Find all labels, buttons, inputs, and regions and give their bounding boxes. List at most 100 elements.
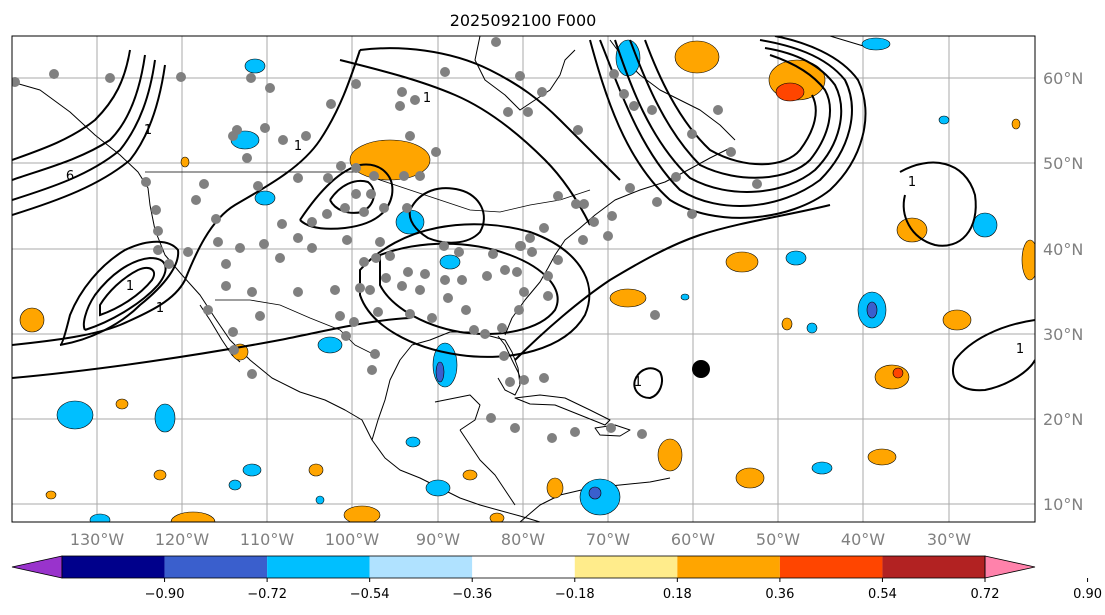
contour-atlantic-trough-2 [614, 39, 843, 193]
observation-point [359, 207, 369, 217]
observation-point [105, 73, 115, 83]
observation-point [516, 241, 526, 251]
latitude-axis-labels: 60°N 50°N 40°N 30°N 20°N 10°N [1043, 69, 1083, 514]
observation-point [246, 73, 256, 83]
observation-point [293, 173, 303, 183]
contour-label: 1 [144, 123, 152, 138]
anomaly-patch [45, 490, 57, 500]
observation-point [191, 195, 201, 205]
latitude-label: 10°N [1043, 495, 1083, 514]
contour-atlantic-trough-3 [629, 39, 831, 179]
anomaly-patch [343, 505, 381, 522]
observation-point [510, 423, 520, 433]
observation-point [410, 95, 420, 105]
observation-point [469, 325, 479, 335]
anomaly-patch [254, 190, 276, 206]
observation-point [652, 197, 662, 207]
contour-mid-atlantic-low [899, 161, 977, 247]
observation-point [497, 323, 507, 333]
observation-point [539, 373, 549, 383]
observation-point [183, 247, 193, 257]
observation-point [454, 247, 464, 257]
observation-point [726, 147, 736, 157]
longitude-label: 100°W [325, 530, 380, 549]
latitude-label: 30°N [1043, 325, 1083, 344]
east-coast [504, 147, 731, 336]
observation-point [265, 83, 275, 93]
observation-point [153, 245, 163, 255]
contour-label: 1 [634, 375, 642, 390]
latitude-label: 60°N [1043, 69, 1083, 88]
observation-point [255, 311, 265, 321]
observation-point [253, 181, 263, 191]
observation-point [247, 369, 257, 379]
anomaly-patch [867, 448, 897, 466]
observation-point [523, 107, 533, 117]
colorbar-segment [267, 556, 370, 578]
colorbar-tick-label: −0.54 [350, 587, 390, 602]
cuba-outline [514, 394, 611, 426]
observation-point [221, 281, 231, 291]
longitude-label: 60°W [671, 530, 715, 549]
observation-point [373, 307, 383, 317]
latitude-label: 50°N [1043, 154, 1083, 173]
central-america-isthmus [459, 429, 516, 506]
anomaly-patch [228, 479, 242, 491]
observation-point [570, 427, 580, 437]
observation-point [505, 377, 515, 387]
observation-point [301, 131, 311, 141]
observation-point [637, 429, 647, 439]
observation-point [491, 37, 501, 47]
observation-point [375, 237, 385, 247]
observation-point [351, 189, 361, 199]
colorbar-segment [574, 556, 678, 578]
anomaly-patch [725, 251, 759, 273]
observation-point [440, 275, 450, 285]
observation-point [381, 273, 391, 283]
observation-point [199, 179, 209, 189]
observation-point [625, 183, 635, 193]
observation-point [553, 255, 563, 265]
observation-point [278, 135, 288, 145]
colorbar-tick-label: 0.90 [1073, 587, 1102, 602]
observation-point [503, 107, 513, 117]
observation-point [573, 125, 583, 135]
anomaly-patch [489, 512, 505, 522]
observation-point [221, 259, 231, 269]
anomaly-patch [972, 212, 998, 238]
us-mexico-border [215, 299, 376, 356]
observation-point [307, 243, 317, 253]
observation-point [415, 285, 425, 295]
contour-label: 1 [156, 301, 164, 316]
contour-atlantic-trough-5 [589, 36, 867, 219]
longitude-label: 30°W [927, 530, 971, 549]
longitude-label: 50°W [756, 530, 800, 549]
colorbar-tick-label: 0.36 [765, 587, 794, 602]
anomaly-patch [115, 398, 129, 410]
observation-point [480, 329, 490, 339]
contour-canada-ridge-1 [359, 47, 621, 181]
colorbar-tick-label: −0.18 [555, 587, 595, 602]
observation-point [579, 199, 589, 209]
contour-gulf-of-alaska-2 [12, 59, 156, 201]
colorbar-tick-label: −0.90 [145, 587, 185, 602]
contour-gulf-region [12, 317, 411, 379]
observation-point [12, 77, 20, 87]
contour-label: 1 [1016, 342, 1024, 357]
anomaly-patch [866, 301, 878, 319]
observation-point [486, 413, 496, 423]
anomaly-patch [154, 403, 176, 433]
observation-point [512, 267, 522, 277]
anomaly-patch [892, 367, 904, 379]
observation-point [752, 179, 762, 189]
observation-point [397, 281, 407, 291]
observation-point [151, 205, 161, 215]
observation-point [366, 189, 376, 199]
colorbar-tick-labels: −0.90 −0.72 −0.54 −0.36 −0.18 0.18 0.36 0.54 0.7… [145, 587, 1102, 602]
anomaly-patch [735, 467, 765, 489]
observation-point [571, 199, 581, 209]
hudson-bay-coast [474, 36, 576, 111]
contour-southeast-ring-1 [379, 242, 559, 335]
colorbar-segment [677, 556, 780, 578]
contour-pacific-trough-inner [59, 240, 180, 346]
